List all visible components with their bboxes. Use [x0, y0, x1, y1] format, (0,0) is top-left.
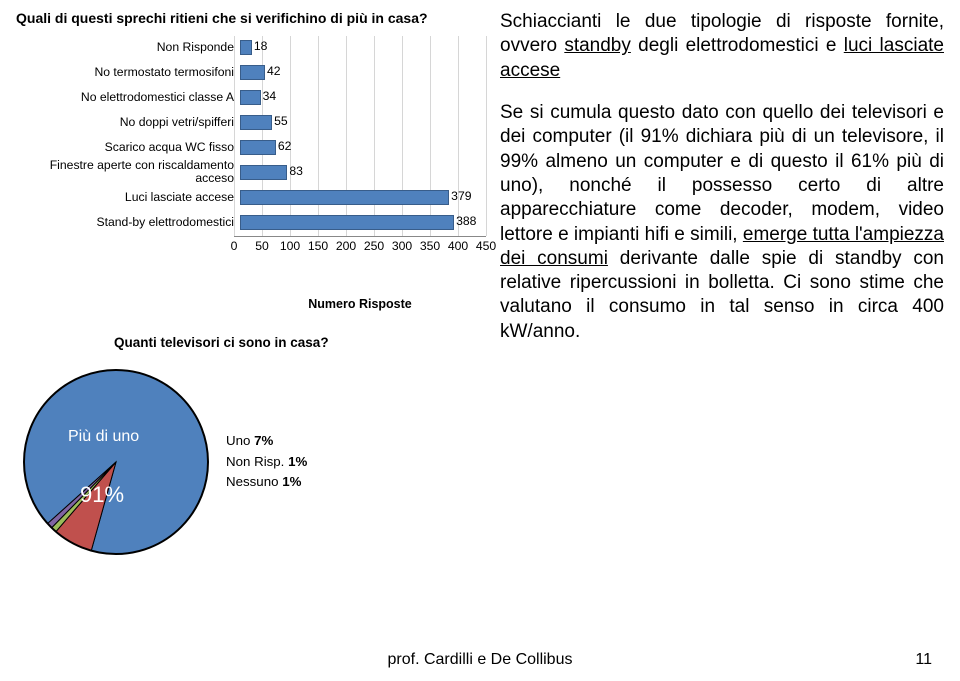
bar-fill [240, 40, 252, 55]
axis-tick: 350 [420, 239, 440, 253]
pie-slice-label: Uno 7% [226, 431, 307, 452]
pie-slice-label: Nessuno 1% [226, 472, 307, 493]
axis-tick: 300 [392, 239, 412, 253]
text: degli elettrodomestici e [631, 35, 844, 56]
axis-tick: 400 [448, 239, 468, 253]
bar-fill [240, 140, 276, 155]
bar-chart: Non Risponde 18 No termostato termosifoni 4… [16, 36, 486, 311]
axis-tick: 50 [255, 239, 269, 253]
page-number: 11 [915, 651, 932, 669]
pie-slice-label: Non Risp. 1% [226, 452, 307, 473]
bar-value-label: 83 [289, 164, 303, 178]
bar-fill [240, 215, 454, 230]
axis-tick: 250 [364, 239, 384, 253]
bar-chart-title: Quali di questi sprechi ritieni che si v… [16, 10, 486, 26]
bar-category-label: Finestre aperte con riscaldamento acceso [16, 159, 240, 185]
bar-value-label: 42 [267, 64, 281, 78]
bar-value-label: 388 [456, 214, 476, 228]
bar-category-label: Stand-by elettrodomestici [16, 216, 240, 229]
axis-tick: 200 [336, 239, 356, 253]
bar-category-label: Non Risponde [16, 41, 240, 54]
bar-fill [240, 90, 261, 105]
bar-row: No termostato termosifoni 42 [16, 61, 486, 83]
bar-row: No doppi vetri/spifferi 55 [16, 111, 486, 133]
bar-value-label: 34 [263, 89, 277, 103]
pie-chart-title: Quanti televisori ci sono in casa? [114, 335, 486, 350]
bar-fill [240, 65, 265, 80]
axis-tick: 100 [280, 239, 300, 253]
bar-row: Non Risponde 18 [16, 36, 486, 58]
bar-row: Stand-by elettrodomestici 388 [16, 211, 486, 233]
axis-tick: 450 [476, 239, 496, 253]
bar-chart-axis-label: Numero Risposte [234, 297, 486, 311]
footer-author: prof. Cardilli e De Collibus [388, 651, 573, 668]
footer: prof. Cardilli e De Collibus 11 [0, 651, 960, 669]
bar-category-label: Scarico acqua WC fisso [16, 141, 240, 154]
body-text: Schiaccianti le due tipologie di rispost… [486, 10, 944, 620]
pie-legend: Uno 7%Non Risp. 1%Nessuno 1% [226, 431, 307, 493]
pie-main-pct: 91% [80, 482, 124, 508]
bar-row: No elettrodomestici classe A 34 [16, 86, 486, 108]
bar-row: Finestre aperte con riscaldamento acceso… [16, 161, 486, 183]
bar-value-label: 18 [254, 39, 268, 53]
bar-value-label: 55 [274, 114, 288, 128]
axis-tick: 0 [231, 239, 238, 253]
axis-tick: 150 [308, 239, 328, 253]
bar-fill [240, 165, 287, 180]
bar-fill [240, 115, 272, 130]
bar-value-label: 379 [451, 189, 471, 203]
bar-fill [240, 190, 449, 205]
bar-row: Scarico acqua WC fisso 62 [16, 136, 486, 158]
text-underlined: standby [564, 35, 631, 56]
pie-main-label: Più di uno [68, 428, 139, 446]
bar-category-label: No termostato termosifoni [16, 66, 240, 79]
bar-row: Luci lasciate accese 379 [16, 186, 486, 208]
bar-category-label: No elettrodomestici classe A [16, 91, 240, 104]
pie-chart: Più di uno 91% [16, 362, 216, 562]
bar-value-label: 62 [278, 139, 292, 153]
bar-category-label: No doppi vetri/spifferi [16, 116, 240, 129]
bar-category-label: Luci lasciate accese [16, 191, 240, 204]
